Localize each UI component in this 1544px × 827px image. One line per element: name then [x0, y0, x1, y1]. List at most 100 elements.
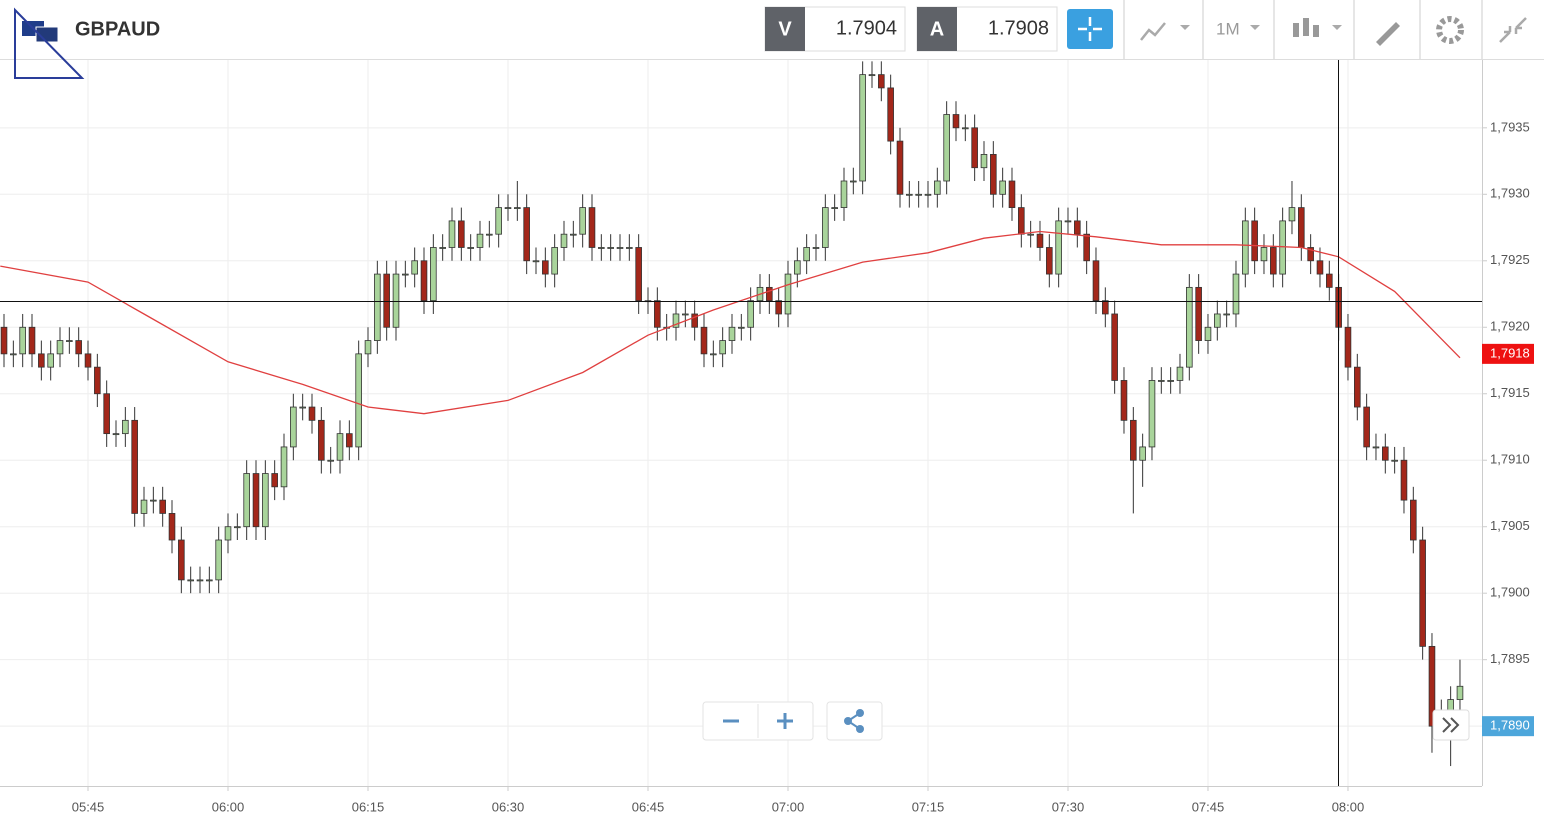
share-frame: [826, 701, 883, 741]
candle-body: [1326, 273, 1333, 288]
candle-body: [1130, 419, 1137, 461]
candle-body: [588, 207, 596, 248]
candle-body: [430, 247, 437, 302]
candle-body: [280, 446, 288, 488]
candle-body: [168, 513, 176, 541]
candle-body: [1270, 247, 1277, 275]
candle-body: [112, 433, 120, 436]
bid-badge: [765, 7, 805, 51]
candle-body: [486, 233, 493, 236]
y-tick-label: 1,7915: [1490, 385, 1530, 400]
candle-body: [420, 260, 428, 302]
candle-body: [1214, 313, 1221, 328]
scroll-button[interactable]: [1432, 709, 1470, 741]
candle-body: [458, 220, 465, 248]
candle-body: [1176, 366, 1184, 381]
candle-body: [94, 366, 101, 395]
candle-body: [290, 406, 297, 448]
zoom-controls: [702, 701, 883, 741]
draw-icon[interactable]: [1376, 22, 1400, 46]
candle-body: [906, 193, 913, 196]
candle-body: [1372, 446, 1380, 449]
symbol-title: GBPAUD: [75, 18, 160, 40]
price-badge: [1482, 343, 1534, 364]
bid-box[interactable]: V 1.7904: [764, 6, 906, 52]
candle-body: [1363, 406, 1370, 448]
candle-body: [980, 154, 988, 169]
x-tick-label: 06:45: [632, 799, 665, 814]
candle-body: [1186, 286, 1193, 368]
candle-body: [924, 193, 932, 196]
candle-body: [532, 260, 540, 263]
candle-body: [308, 406, 316, 421]
candle-body: [850, 180, 857, 183]
candle-body: [1288, 207, 1296, 222]
candle-body: [131, 419, 138, 514]
candle-body: [1354, 366, 1361, 408]
chart-type-icon[interactable]: [1140, 22, 1166, 41]
candle-body: [318, 419, 325, 461]
candle-body: [1344, 326, 1352, 368]
candle-body: [794, 260, 801, 275]
ask-label: A: [930, 18, 944, 40]
zoom-in[interactable]: [777, 713, 793, 729]
candle-body: [28, 326, 36, 355]
candle-body: [710, 353, 717, 356]
candle-body: [467, 247, 474, 249]
settings-icon[interactable]: [1436, 16, 1464, 44]
collapse-icon[interactable]: [1499, 17, 1527, 43]
candle-body: [1120, 380, 1128, 421]
candle-body: [1204, 326, 1212, 341]
interval[interactable]: 1M: [1216, 19, 1240, 38]
candle-body: [56, 340, 64, 355]
candle-body: [0, 326, 8, 355]
candle-body: [1092, 260, 1100, 302]
share-icon[interactable]: [844, 709, 864, 733]
x-tick-label: 07:30: [1052, 799, 1085, 814]
ask-box[interactable]: A 1.7908: [916, 6, 1058, 52]
candle-body: [626, 247, 633, 249]
candle-icon[interactable]: [1293, 18, 1319, 37]
candle-body: [1102, 300, 1109, 315]
candle-body: [187, 579, 194, 582]
candle-body: [439, 247, 446, 249]
x-tick-label: 07:15: [912, 799, 945, 814]
dropdown-arrow: [1332, 25, 1342, 30]
candle-body: [654, 300, 661, 328]
candle-body: [560, 233, 568, 248]
candle-body: [1391, 459, 1398, 462]
candle-body: [224, 526, 232, 541]
candle-body: [243, 473, 250, 528]
candle-body: [1046, 247, 1053, 275]
candle-body: [215, 539, 222, 581]
ask-value: 1.7908: [988, 17, 1049, 39]
candle-body: [766, 286, 773, 302]
candle-body: [812, 247, 820, 249]
candle-body: [1008, 180, 1016, 208]
candle-body: [775, 300, 782, 315]
candle-body: [868, 74, 876, 77]
candle-body: [84, 353, 92, 368]
candle-body: [38, 353, 45, 368]
candle-body: [75, 340, 82, 355]
candle-body: [598, 247, 605, 249]
candle-body: [47, 353, 54, 368]
candle-body: [728, 326, 736, 341]
candle-body: [1251, 220, 1258, 262]
candle-body: [327, 459, 334, 462]
candle-body: [355, 353, 362, 448]
candle-body: [1232, 273, 1240, 315]
candle-body: [523, 207, 530, 262]
scroll-icon: [1442, 717, 1460, 733]
candle-body: [383, 273, 390, 328]
candle-body: [616, 247, 624, 249]
candle-body: [1456, 685, 1464, 700]
candle-body: [859, 74, 866, 182]
candle-body: [784, 273, 792, 315]
candle-body: [299, 406, 306, 409]
crosshair-button[interactable]: [1067, 9, 1113, 49]
candle-body: [66, 340, 73, 342]
candle-body: [1223, 313, 1230, 316]
candle-body: [682, 313, 689, 316]
